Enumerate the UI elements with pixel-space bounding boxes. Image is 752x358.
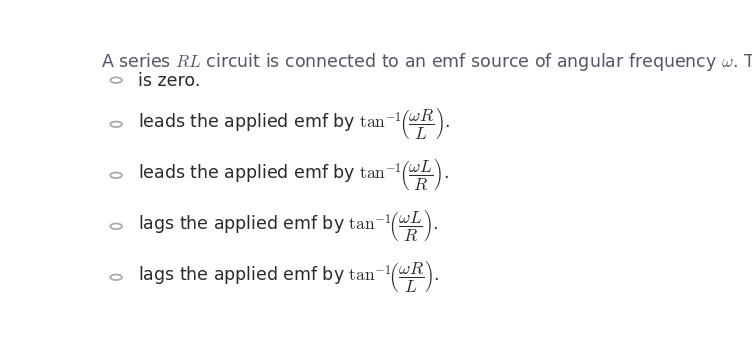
Text: lags the applied emf by $\mathrm{tan}^{-1}\!\left(\dfrac{\omega L}{R}\right)$.: lags the applied emf by $\mathrm{tan}^{-… bbox=[138, 207, 438, 243]
Text: leads the applied emf by $\mathrm{tan}^{-1}\!\left(\dfrac{\omega R}{L}\right)$.: leads the applied emf by $\mathrm{tan}^{… bbox=[138, 105, 450, 141]
Text: leads the applied emf by $\mathrm{tan}^{-1}\!\left(\dfrac{\omega L}{R}\right)$.: leads the applied emf by $\mathrm{tan}^{… bbox=[138, 156, 449, 192]
Text: is zero.: is zero. bbox=[138, 72, 200, 90]
Text: A series $\mathit{RL}$ circuit is connected to an emf source of angular frequenc: A series $\mathit{RL}$ circuit is connec… bbox=[101, 51, 752, 73]
Text: lags the applied emf by $\mathrm{tan}^{-1}\!\left(\dfrac{\omega R}{L}\right)$.: lags the applied emf by $\mathrm{tan}^{-… bbox=[138, 258, 439, 294]
